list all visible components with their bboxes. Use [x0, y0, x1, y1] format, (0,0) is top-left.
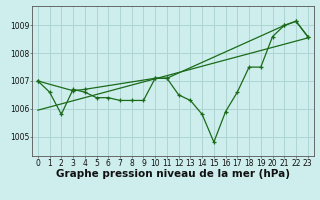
X-axis label: Graphe pression niveau de la mer (hPa): Graphe pression niveau de la mer (hPa) [56, 169, 290, 179]
